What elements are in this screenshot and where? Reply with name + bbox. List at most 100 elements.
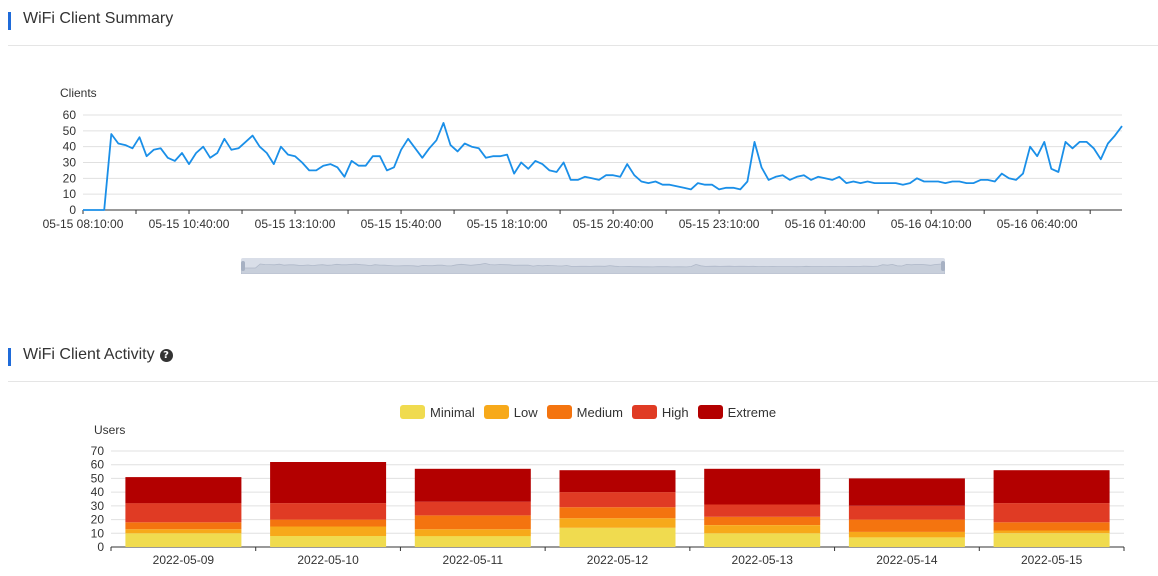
y-axis-label: Users (94, 423, 125, 437)
section-accent-bar (8, 348, 11, 366)
y-tick-label: 70 (91, 444, 105, 458)
legend-item-minimal[interactable]: Minimal (400, 405, 475, 420)
bar-segment-high (559, 492, 676, 508)
bar-segment-low (414, 529, 531, 537)
legend-label: Extreme (727, 405, 777, 420)
x-tick-label: 05-15 20:40:00 (573, 217, 654, 231)
zoom-slider-left-handle[interactable] (241, 261, 245, 271)
bar-segment-high (414, 501, 531, 516)
bar-segment-extreme (559, 470, 676, 493)
x-tick-label: 05-16 01:40:00 (785, 217, 866, 231)
x-tick-label: 05-15 15:40:00 (361, 217, 442, 231)
bar-segment-extreme (270, 462, 387, 504)
question-circle-icon[interactable]: ? (159, 349, 173, 362)
x-tick-label: 05-16 04:10:00 (891, 217, 972, 231)
activity-legend: Minimal Low Medium High Extreme (400, 404, 785, 422)
y-tick-label: 0 (97, 540, 104, 554)
section-divider (8, 45, 1158, 46)
bar-segment-minimal (414, 536, 531, 547)
bar-segment-minimal (993, 533, 1110, 547)
y-tick-label: 10 (63, 187, 77, 201)
legend-swatch (631, 405, 657, 419)
x-tick-label: 2022-05-11 (443, 553, 504, 567)
section-accent-bar (8, 12, 11, 30)
legend-swatch (697, 405, 723, 419)
x-tick-label: 05-15 10:40:00 (149, 217, 230, 231)
bar-segment-high (125, 503, 242, 523)
y-tick-label: 40 (63, 140, 77, 154)
bar-segment-medium (270, 519, 387, 527)
client-activity-header: WiFi Client Activity? (0, 336, 1158, 382)
x-tick-label: 2022-05-13 (732, 553, 794, 567)
x-tick-label: 2022-05-15 (1021, 553, 1083, 567)
bar-segment-medium (125, 522, 242, 530)
client-activity-title-wrap: WiFi Client Activity? (23, 346, 173, 364)
y-tick-label: 60 (63, 108, 77, 122)
bar-segment-extreme (125, 477, 242, 504)
legend-item-extreme[interactable]: Extreme (697, 405, 777, 420)
bar-segment-medium (414, 515, 531, 530)
bar-segment-medium (704, 516, 821, 525)
legend-label: Minimal (430, 405, 475, 420)
y-tick-label: 40 (91, 485, 105, 499)
zoom-slider-track[interactable] (241, 258, 945, 274)
bar-segment-minimal (704, 533, 821, 547)
y-tick-label: 60 (91, 458, 105, 472)
zoom-slider-right-handle[interactable] (941, 261, 945, 271)
bar-segment-high (704, 504, 821, 517)
bar-segment-extreme (414, 468, 531, 502)
bar-segment-high (993, 503, 1110, 523)
y-axis-label: Clients (60, 86, 97, 100)
bar-segment-low (270, 526, 387, 536)
zoom-slider-preview-line (241, 262, 945, 274)
x-tick-label: 2022-05-10 (297, 553, 359, 567)
legend-item-medium[interactable]: Medium (546, 405, 623, 420)
y-tick-label: 10 (91, 526, 105, 540)
y-tick-label: 20 (63, 171, 77, 185)
x-tick-label: 2022-05-14 (876, 553, 938, 567)
section-divider (8, 381, 1158, 382)
x-tick-label: 2022-05-12 (587, 553, 649, 567)
y-tick-label: 0 (69, 203, 76, 217)
legend-swatch (400, 405, 425, 419)
y-tick-label: 50 (91, 471, 105, 485)
bar-segment-minimal (125, 533, 242, 547)
client-summary-title: WiFi Client Summary (23, 10, 174, 27)
bar-segment-high (270, 503, 387, 520)
zoom-slider[interactable] (241, 258, 945, 274)
bar-segment-high (848, 505, 965, 520)
y-tick-label: 50 (63, 124, 77, 138)
bar-segment-low (704, 525, 821, 534)
legend-item-low[interactable]: Low (483, 405, 538, 420)
bar-segment-minimal (270, 536, 387, 547)
bar-segment-extreme (848, 478, 965, 506)
x-tick-label: 05-16 06:40:00 (997, 217, 1078, 231)
client-summary-header: WiFi Client Summary (0, 0, 1158, 46)
bar-segment-extreme (993, 470, 1110, 504)
bar-segment-low (125, 529, 242, 534)
bar-segment-medium (848, 519, 965, 532)
y-tick-label: 30 (91, 499, 105, 513)
x-tick-label: 05-15 08:10:00 (43, 217, 124, 231)
bar-segment-medium (559, 507, 676, 519)
y-tick-label: 30 (63, 156, 77, 170)
legend-item-high[interactable]: High (631, 405, 689, 420)
y-tick-label: 20 (91, 513, 105, 527)
legend-swatch (483, 405, 509, 419)
bar-segment-extreme (704, 468, 821, 505)
bar-segment-low (848, 531, 965, 538)
x-tick-label: 05-15 23:10:00 (679, 217, 760, 231)
client-activity-title: WiFi Client Activity (23, 346, 155, 363)
bar-segment-minimal (559, 527, 676, 547)
bar-segment-medium (993, 522, 1110, 531)
x-tick-label: 05-15 18:10:00 (467, 217, 548, 231)
x-tick-label: 05-15 13:10:00 (255, 217, 336, 231)
legend-label: High (661, 405, 689, 420)
x-tick-label: 2022-05-09 (153, 553, 215, 567)
legend-swatch (546, 405, 572, 419)
bar-segment-low (993, 530, 1110, 534)
clients-series-line (83, 122, 1123, 211)
bar-segment-low (559, 518, 676, 528)
